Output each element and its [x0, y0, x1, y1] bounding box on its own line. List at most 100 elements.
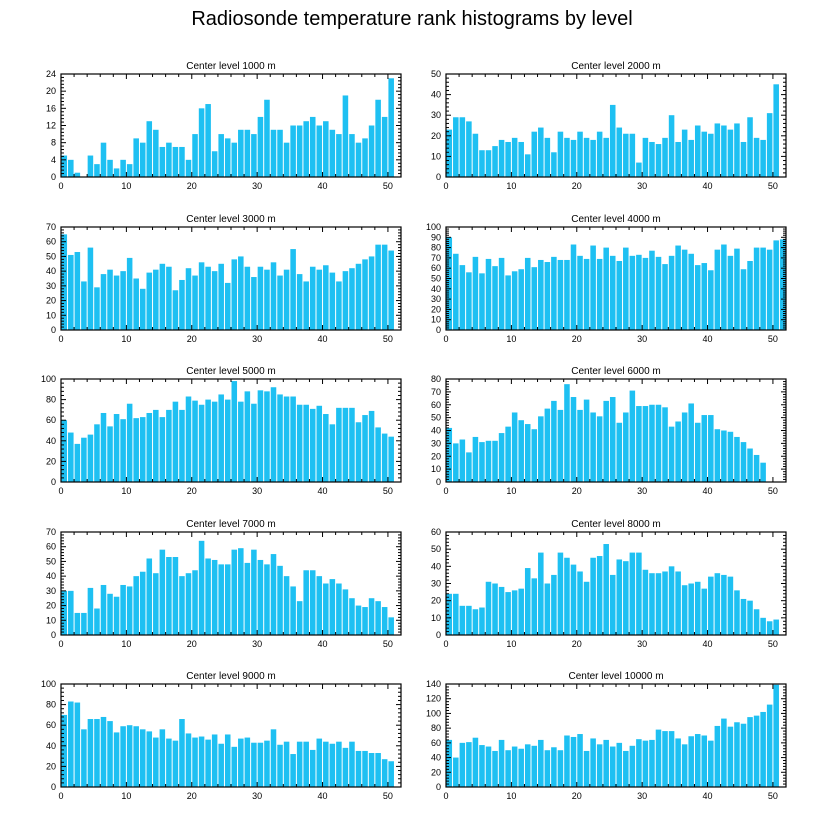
histogram-bar	[596, 416, 603, 482]
histogram-bar	[81, 437, 87, 482]
histogram-bar	[760, 139, 766, 177]
x-tick-label: 40	[703, 486, 713, 496]
x-tick-label: 30	[252, 639, 262, 649]
histogram-bar	[727, 129, 734, 177]
histogram-panel: Center level 10000 m 0 10 20 30 40 50 0 20 40 60 80…	[426, 671, 787, 801]
histogram-bar	[336, 134, 342, 177]
histogram-bar	[159, 146, 166, 177]
histogram-bar	[205, 104, 211, 177]
y-tick-label: 30	[431, 438, 441, 448]
y-tick-label: 0	[436, 630, 441, 640]
histogram-bar	[492, 146, 498, 177]
y-tick-label: 80	[431, 243, 441, 253]
histogram-bar	[577, 571, 583, 635]
histogram-bar	[505, 750, 511, 787]
y-tick-label: 50	[431, 69, 441, 79]
histogram-bar	[518, 141, 524, 177]
histogram-bar	[231, 381, 238, 482]
histogram-bar	[721, 125, 727, 177]
x-tick-label: 0	[58, 791, 63, 801]
histogram-bar	[511, 271, 518, 330]
y-tick-label: 20	[431, 131, 441, 141]
y-tick-label: 4	[51, 155, 56, 165]
histogram-bar	[708, 576, 714, 635]
histogram-bar	[388, 78, 394, 177]
histogram-bar	[466, 272, 472, 330]
x-tick-label: 20	[187, 639, 197, 649]
histogram-bar	[603, 544, 609, 635]
histogram-bar	[126, 257, 133, 330]
histogram-bar	[629, 133, 636, 177]
histogram-bar	[524, 424, 531, 482]
histogram-bar	[642, 137, 649, 177]
histogram-bar	[185, 396, 192, 482]
histogram-bar	[381, 244, 388, 330]
x-tick-label: 40	[703, 181, 713, 191]
histogram-bar	[218, 743, 224, 787]
histogram-bar	[511, 746, 518, 787]
histogram-bar	[303, 741, 309, 787]
histogram-bar	[61, 420, 68, 482]
histogram-bar	[224, 138, 231, 178]
histogram-bar	[616, 422, 623, 482]
histogram-bar	[551, 400, 557, 482]
histogram-bar	[708, 740, 714, 787]
histogram-bar	[153, 737, 159, 787]
histogram-bar	[198, 540, 205, 635]
histogram-bar	[740, 269, 747, 330]
histogram-panel: Center level 1000 m 0 10 20 30 40 50 0 4 8 12 16 20 2…	[46, 61, 402, 191]
histogram-bar	[708, 415, 714, 482]
histogram-bar	[538, 259, 544, 330]
histogram-bar	[362, 750, 368, 787]
histogram-bar	[329, 743, 336, 787]
histogram-bar	[446, 129, 453, 177]
histogram-bar	[740, 598, 747, 635]
histogram-bar	[531, 267, 538, 330]
x-tick-label: 20	[187, 334, 197, 344]
x-tick-label: 0	[443, 334, 448, 344]
histogram-bar	[668, 426, 675, 482]
histogram-bar	[603, 247, 609, 330]
y-tick-label: 10	[46, 615, 56, 625]
histogram-bar	[211, 401, 218, 482]
y-tick-label: 70	[431, 253, 441, 263]
histogram-bar	[747, 600, 753, 635]
histogram-bar	[87, 434, 94, 482]
histogram-bar	[446, 427, 453, 482]
histogram-bar	[570, 139, 577, 177]
histogram-bar	[760, 617, 766, 635]
histogram-bar	[714, 573, 721, 635]
x-tick-label: 30	[252, 181, 262, 191]
histogram-bar	[518, 748, 524, 787]
histogram-bar	[538, 739, 544, 787]
y-tick-label: 100	[41, 679, 56, 689]
histogram-bar	[596, 556, 603, 635]
y-tick-label: 40	[46, 741, 56, 751]
histogram-bar	[205, 558, 211, 635]
y-tick-label: 50	[46, 556, 56, 566]
histogram-bar	[518, 420, 524, 482]
histogram-bar	[107, 426, 113, 482]
histogram-bar	[231, 746, 238, 787]
histogram-bar	[381, 116, 388, 177]
histogram-bar	[662, 571, 668, 635]
histogram-bar	[179, 279, 185, 330]
histogram-bar	[681, 744, 688, 787]
y-tick-label: 0	[51, 325, 56, 335]
histogram-bar	[740, 723, 747, 787]
histogram-bar	[388, 250, 394, 330]
histogram-bar	[113, 168, 120, 177]
histogram-bar	[479, 745, 485, 787]
x-tick-label: 10	[506, 334, 516, 344]
y-tick-label: 20	[46, 456, 56, 466]
histogram-bar	[303, 121, 309, 177]
histogram-bar	[231, 142, 238, 177]
histogram-bar	[192, 134, 198, 177]
histogram-bar	[133, 278, 139, 330]
histogram-bar	[564, 384, 570, 482]
y-tick-label: 50	[46, 251, 56, 261]
histogram-bar	[349, 268, 355, 330]
y-tick-label: 20	[431, 304, 441, 314]
histogram-bar	[570, 244, 577, 330]
histogram-bar	[257, 266, 264, 330]
